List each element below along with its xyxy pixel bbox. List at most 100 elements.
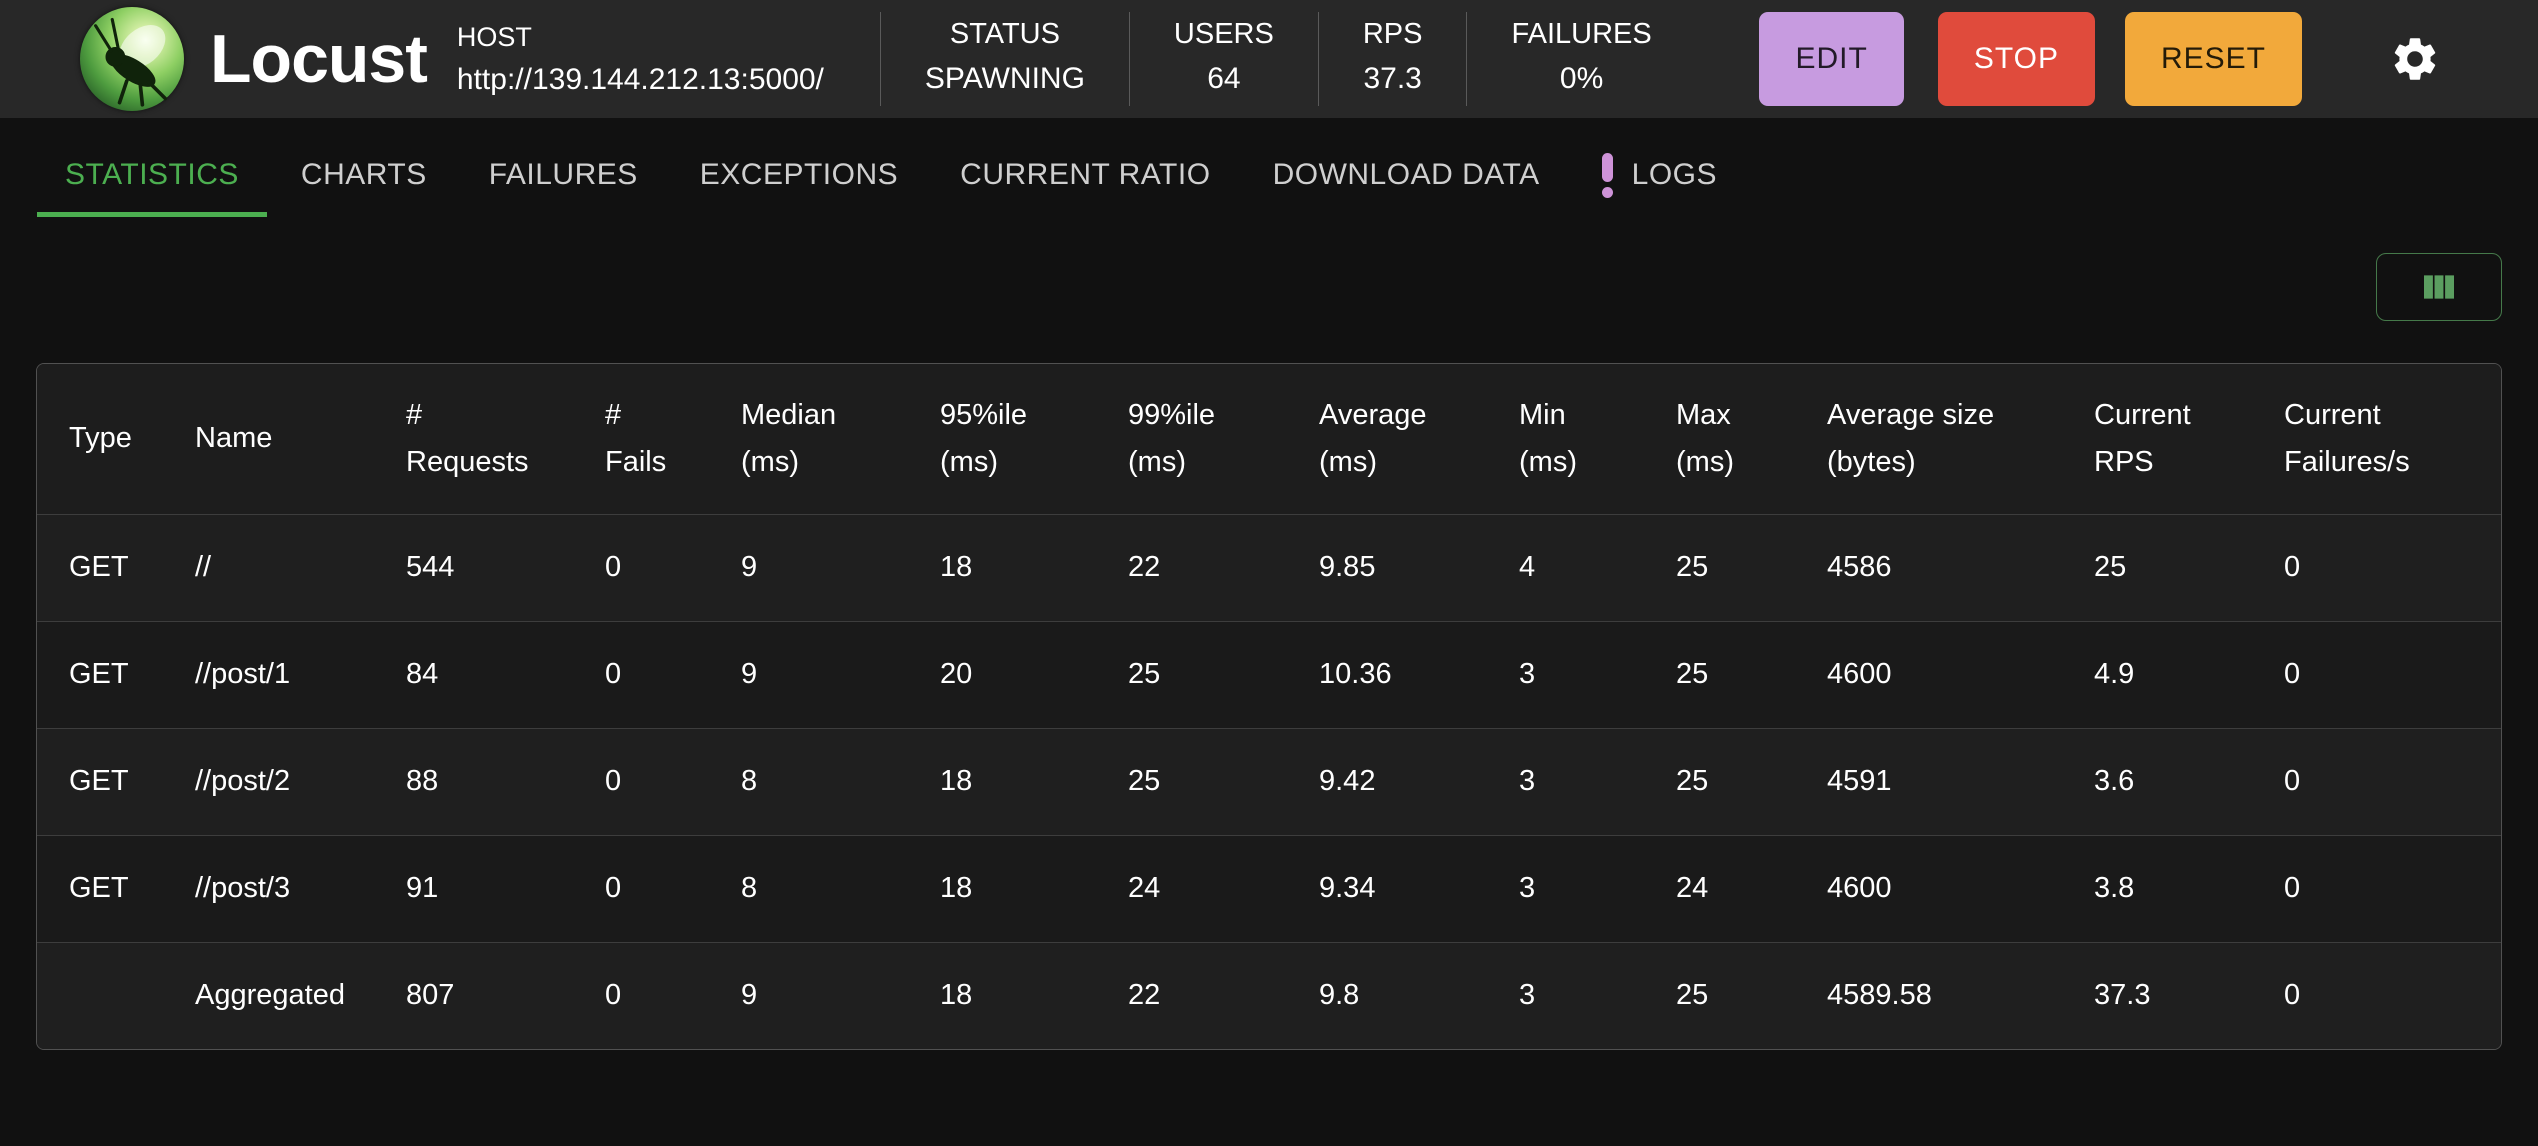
statistics-table: Type Name # Requests # Fails Median (ms)…	[36, 363, 2502, 1050]
cell-average: 9.42	[1287, 727, 1487, 835]
tab-statistics[interactable]: STATISTICS	[37, 118, 267, 232]
reset-button[interactable]: RESET	[2124, 12, 2302, 106]
cell-median: 9	[709, 620, 908, 728]
table-header-row: Type Name # Requests # Fails Median (ms)…	[37, 364, 2501, 514]
tab-exceptions[interactable]: EXCEPTIONS	[672, 118, 926, 232]
cell-min: 3	[1487, 834, 1644, 942]
column-header-current-failures[interactable]: Current Failures/s	[2284, 398, 2410, 478]
gear-icon	[2394, 38, 2436, 80]
cell-fails: 0	[573, 727, 709, 835]
stat-rps: RPS 37.3	[1317, 12, 1467, 106]
edit-button[interactable]: EDIT	[1759, 12, 1904, 106]
column-header-p95[interactable]: 95%ile (ms)	[940, 398, 1028, 478]
cell-average: 9.85	[1287, 513, 1487, 621]
app-title: Locust	[210, 21, 428, 97]
tab-current-ratio[interactable]: CURRENT RATIO	[932, 118, 1238, 232]
cell-p99: 25	[1096, 620, 1287, 728]
cell-name: //post/3	[163, 834, 374, 942]
host-block: HOST http://139.144.212.13:5000/	[457, 22, 824, 97]
cell-p95: 18	[908, 513, 1096, 621]
tab-failures-label: FAILURES	[488, 158, 638, 191]
column-header-requests[interactable]: # Requests	[406, 398, 529, 478]
column-header-p99[interactable]: 99%ile (ms)	[1128, 398, 1216, 478]
column-header-current-rps[interactable]: Current RPS	[2094, 398, 2191, 478]
stat-failures-label: FAILURES	[1511, 18, 1652, 50]
cell-current-rps: 25	[2062, 513, 2252, 621]
tab-download-data[interactable]: DOWNLOAD DATA	[1245, 118, 1568, 232]
cell-current-failures: 0	[2252, 941, 2501, 1049]
tab-charts-label: CHARTS	[300, 158, 427, 191]
settings-button[interactable]	[2388, 32, 2442, 86]
cell-min: 3	[1487, 941, 1644, 1049]
cell-max: 25	[1644, 727, 1795, 835]
stat-users-label: USERS	[1173, 18, 1274, 50]
column-header-type[interactable]: Type	[69, 422, 132, 455]
cell-type: GET	[37, 727, 163, 835]
cell-p99: 22	[1096, 513, 1287, 621]
cell-type: GET	[37, 513, 163, 621]
cell-p99: 22	[1096, 941, 1287, 1049]
host-label: HOST	[456, 21, 532, 52]
tab-statistics-label: STATISTICS	[65, 158, 239, 191]
cell-name: Aggregated	[163, 941, 374, 1049]
locust-logo-icon	[80, 7, 184, 111]
stat-rps-label: RPS	[1362, 18, 1423, 50]
cell-requests: 84	[374, 620, 573, 728]
tab-current-ratio-label: CURRENT RATIO	[960, 158, 1211, 191]
table-row: Aggregated 807 0 9 18 22 9.8 3 25 4589.58 37.3 0	[37, 941, 2501, 1049]
stop-button[interactable]: STOP	[1937, 12, 2095, 106]
cell-median: 8	[709, 834, 908, 942]
cell-average: 10.36	[1287, 620, 1487, 728]
column-selector-button[interactable]	[2376, 253, 2502, 321]
tab-failures[interactable]: FAILURES	[461, 118, 666, 232]
cell-current-failures: 0	[2252, 727, 2501, 835]
cell-requests: 544	[374, 513, 573, 621]
cell-name: //	[163, 513, 374, 621]
table-row: GET//post/2 88 0 8 18 25 9.42 3 25 4591 3.6 0	[37, 727, 2501, 835]
stat-status-value: SPAWNING	[924, 62, 1085, 95]
cell-avg-size: 4600	[1795, 620, 2062, 728]
cell-name: //post/1	[163, 620, 374, 728]
tab-download-data-label: DOWNLOAD DATA	[1272, 158, 1540, 191]
header-stats: STATUS SPAWNING USERS 64 RPS 37.3 FAILUR…	[879, 12, 1696, 106]
cell-median: 9	[709, 941, 908, 1049]
cell-avg-size: 4600	[1795, 834, 2062, 942]
cell-type: GET	[37, 620, 163, 728]
stat-rps-value: 37.3	[1363, 62, 1422, 95]
tab-exceptions-label: EXCEPTIONS	[699, 158, 899, 191]
cell-fails: 0	[573, 834, 709, 942]
cell-current-rps: 3.8	[2062, 834, 2252, 942]
column-header-name[interactable]: Name	[195, 422, 273, 455]
cell-p95: 18	[908, 941, 1096, 1049]
stat-status: STATUS SPAWNING	[879, 12, 1129, 106]
column-header-max[interactable]: Max (ms)	[1676, 398, 1734, 478]
app-header: Locust HOST http://139.144.212.13:5000/ …	[0, 0, 2538, 118]
tab-logs[interactable]: LOGS	[1574, 118, 1745, 232]
cell-current-rps: 4.9	[2062, 620, 2252, 728]
column-header-median[interactable]: Median (ms)	[741, 398, 837, 478]
cell-max: 25	[1644, 941, 1795, 1049]
table-row: GET//544 0 9 18 22 9.85 4 25 4586 25 0	[37, 513, 2501, 621]
columns-icon	[2424, 275, 2454, 299]
cell-median: 8	[709, 727, 908, 835]
column-header-fails[interactable]: # Fails	[605, 398, 667, 478]
cell-type: GET	[37, 834, 163, 942]
column-header-avg-size[interactable]: Average size (bytes)	[1827, 398, 1995, 478]
cell-min: 3	[1487, 727, 1644, 835]
cell-p95: 20	[908, 620, 1096, 728]
cell-max: 25	[1644, 620, 1795, 728]
stat-status-label: STATUS	[949, 18, 1060, 50]
column-header-min[interactable]: Min (ms)	[1519, 398, 1577, 478]
tab-charts[interactable]: CHARTS	[273, 118, 455, 232]
cell-avg-size: 4591	[1795, 727, 2062, 835]
cell-median: 9	[709, 513, 908, 621]
cell-p95: 18	[908, 834, 1096, 942]
cell-name: //post/2	[163, 727, 374, 835]
cell-average: 9.34	[1287, 834, 1487, 942]
logs-alert-icon	[1601, 152, 1613, 198]
host-value: http://139.144.212.13:5000/	[456, 62, 824, 96]
nav-tabs: STATISTICS CHARTS FAILURES EXCEPTIONS CU…	[0, 118, 2538, 232]
cell-avg-size: 4589.58	[1795, 941, 2062, 1049]
column-header-average[interactable]: Average (ms)	[1319, 398, 1427, 478]
cell-current-rps: 3.6	[2062, 727, 2252, 835]
